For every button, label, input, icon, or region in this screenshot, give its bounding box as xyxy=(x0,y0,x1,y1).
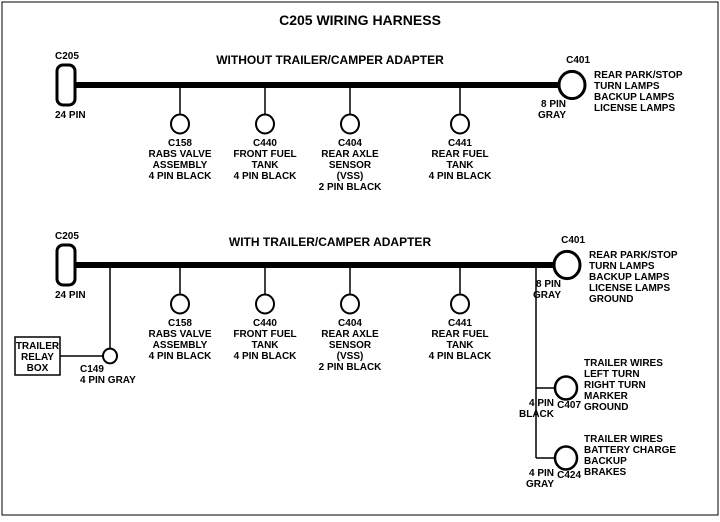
conn-c401-b-notes: GROUND xyxy=(589,294,633,305)
drop-b-C441-lines: 4 PIN BLACK xyxy=(429,351,492,362)
drop-b-C441-lines: REAR FUEL xyxy=(431,329,488,340)
conn-c424: C424 xyxy=(557,470,581,481)
drop-a-C440-lines: TANK xyxy=(251,160,278,171)
conn-c401-a-sub1: 8 PIN xyxy=(541,99,566,110)
drop-b-C158-lines: ASSEMBLY xyxy=(153,340,208,351)
conn-c424-notes: BACKUP xyxy=(584,456,627,467)
drop-b-C440-lines: FRONT FUEL xyxy=(233,329,296,340)
drop-b-C158-lines: 4 PIN BLACK xyxy=(149,351,212,362)
diagram-title: C205 WIRING HARNESS xyxy=(279,12,441,28)
relay-conn: C149 xyxy=(80,364,104,375)
drop-b-C441-lines: TANK xyxy=(446,340,473,351)
drop-b-C158: C158 xyxy=(168,318,192,329)
drop-a-C440-lines: 4 PIN BLACK xyxy=(234,171,297,182)
conn-c401-a-sub2: GRAY xyxy=(538,110,566,121)
conn-c401-b-notes: BACKUP LAMPS xyxy=(589,272,669,283)
drop-b-C440-lines: TANK xyxy=(251,340,278,351)
conn-c407-notes: TRAILER WIRES xyxy=(584,358,663,369)
relay-box-label: RELAY xyxy=(21,352,54,363)
section-a-heading: WITHOUT TRAILER/CAMPER ADAPTER xyxy=(216,53,444,67)
drop-b-C441: C441 xyxy=(448,318,472,329)
drop-a-C441-lines: REAR FUEL xyxy=(431,149,488,160)
conn-c205-a-sub: 24 PIN xyxy=(55,110,86,121)
relay-box-label: TRAILER xyxy=(16,341,59,352)
drop-a-C158-lines: RABS VALVE xyxy=(149,149,212,160)
relay-conn-sub: 4 PIN GRAY xyxy=(80,375,136,386)
drop-a-C441-lines: 4 PIN BLACK xyxy=(429,171,492,182)
drop-b-C404: C404 xyxy=(338,318,362,329)
conn-c424-notes: BRAKES xyxy=(584,467,626,478)
conn-c407-notes: MARKER xyxy=(584,391,628,402)
drop-b-C440-lines: 4 PIN BLACK xyxy=(234,351,297,362)
conn-c205-b-sub: 24 PIN xyxy=(55,290,86,301)
conn-c205-a: C205 xyxy=(55,51,79,62)
drop-a-C440: C440 xyxy=(253,138,277,149)
conn-c424-sub2: GRAY xyxy=(526,479,554,490)
conn-c424-sub1: 4 PIN xyxy=(529,468,554,479)
drop-b-C404-lines: 2 PIN BLACK xyxy=(319,362,382,373)
drop-b-C404-lines: REAR AXLE xyxy=(321,329,378,340)
drop-a-C158: C158 xyxy=(168,138,192,149)
conn-c407-notes: LEFT TURN xyxy=(584,369,640,380)
conn-c407-sub2: BLACK xyxy=(519,409,554,420)
drop-a-C404-lines: (VSS) xyxy=(337,171,364,182)
drop-a-C158-lines: 4 PIN BLACK xyxy=(149,171,212,182)
conn-c205-b: C205 xyxy=(55,231,79,242)
conn-c401-b-notes: TURN LAMPS xyxy=(589,261,655,272)
conn-c401-b-notes: REAR PARK/STOP xyxy=(589,250,678,261)
drop-b-C158-lines: RABS VALVE xyxy=(149,329,212,340)
drop-a-C404: C404 xyxy=(338,138,362,149)
conn-c401-a-notes: TURN LAMPS xyxy=(594,81,660,92)
conn-c401-b-notes: LICENSE LAMPS xyxy=(589,283,670,294)
conn-c401-a-notes: REAR PARK/STOP xyxy=(594,70,683,81)
conn-c407-notes: GROUND xyxy=(584,402,628,413)
relay-box-label: BOX xyxy=(27,363,49,374)
conn-c401-a: C401 xyxy=(566,55,590,66)
drop-a-C404-lines: SENSOR xyxy=(329,160,371,171)
drop-b-C404-lines: (VSS) xyxy=(337,351,364,362)
drop-a-C441-lines: TANK xyxy=(446,160,473,171)
drop-a-C404-lines: REAR AXLE xyxy=(321,149,378,160)
conn-c401-b-sub2: GRAY xyxy=(533,290,561,301)
conn-c424-notes: TRAILER WIRES xyxy=(584,434,663,445)
conn-c407-notes: RIGHT TURN xyxy=(584,380,646,391)
conn-c407: C407 xyxy=(557,400,581,411)
drop-a-C441: C441 xyxy=(448,138,472,149)
section-b-heading: WITH TRAILER/CAMPER ADAPTER xyxy=(229,235,431,249)
drop-a-C404-lines: 2 PIN BLACK xyxy=(319,182,382,193)
conn-c424-notes: BATTERY CHARGE xyxy=(584,445,676,456)
conn-c401-b: C401 xyxy=(561,235,585,246)
drop-b-C404-lines: SENSOR xyxy=(329,340,371,351)
conn-c401-b-sub1: 8 PIN xyxy=(536,279,561,290)
drop-b-C440: C440 xyxy=(253,318,277,329)
conn-c401-a-notes: BACKUP LAMPS xyxy=(594,92,674,103)
conn-c401-a-notes: LICENSE LAMPS xyxy=(594,103,675,114)
conn-c407-sub1: 4 PIN xyxy=(529,398,554,409)
drop-a-C158-lines: ASSEMBLY xyxy=(153,160,208,171)
drop-a-C440-lines: FRONT FUEL xyxy=(233,149,296,160)
